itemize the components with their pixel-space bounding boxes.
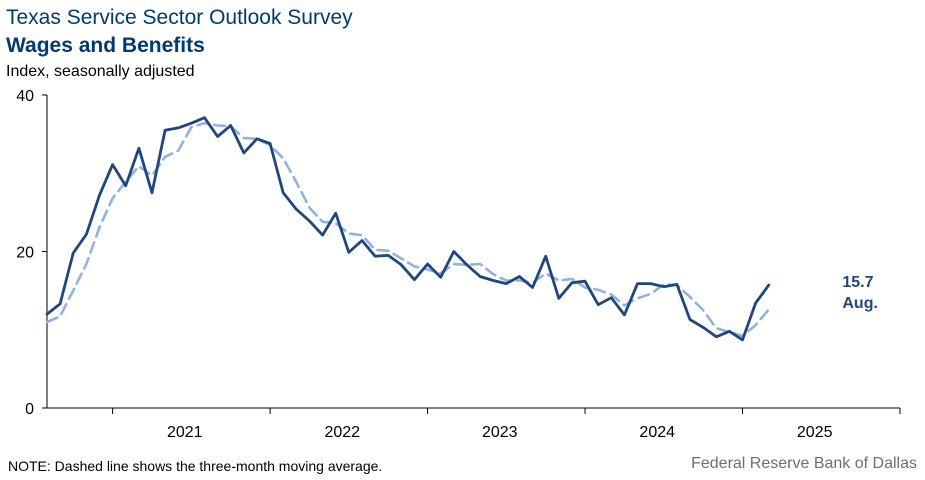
series-line-moving-average xyxy=(45,121,771,338)
series-group xyxy=(45,116,771,342)
x-tick-label: 2021 xyxy=(167,424,203,441)
chart-subtitle: Wages and Benefits xyxy=(6,34,205,57)
x-tick-label: 2023 xyxy=(482,424,518,441)
footnote: NOTE: Dashed line shows the three-month … xyxy=(8,458,383,474)
last-value-label: 15.7 xyxy=(842,274,873,291)
annotations: 15.7 Aug. xyxy=(842,274,878,312)
x-tick-label: 2025 xyxy=(797,424,833,441)
y-tick-label: 0 xyxy=(25,401,34,418)
x-tick-label: 2024 xyxy=(639,424,675,441)
units-label: Index, seasonally adjusted xyxy=(6,63,195,80)
y-tick-label: 40 xyxy=(16,88,34,105)
chart-title: Texas Service Sector Outlook Survey xyxy=(6,6,353,29)
last-month-label: Aug. xyxy=(842,295,878,312)
series-line-index xyxy=(45,116,771,342)
source-credit: Federal Reserve Bank of Dallas xyxy=(691,455,917,472)
y-tick-label: 20 xyxy=(16,245,34,262)
x-tick-label: 2022 xyxy=(324,424,360,441)
axes: 0 20 40 2021 2022 2023 2024 2025 xyxy=(16,88,901,441)
